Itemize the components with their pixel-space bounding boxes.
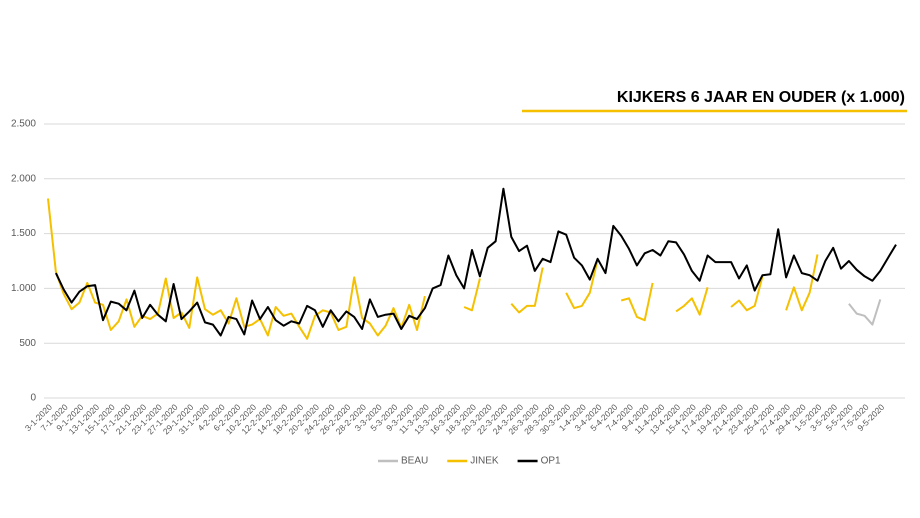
legend-label: OP1	[541, 456, 561, 467]
series-line	[463, 278, 481, 312]
series-line	[510, 267, 544, 314]
series-line	[47, 198, 426, 340]
y-tick-label: 2.500	[11, 119, 36, 130]
y-tick-label: 1.500	[11, 228, 36, 239]
chart-title: KIJKERS 6 JAAR EN OUDER (x 1.000)	[617, 89, 905, 106]
y-tick-label: 500	[19, 338, 36, 349]
y-tick-label: 2.000	[11, 173, 36, 184]
series-line	[565, 259, 599, 310]
y-tick-label: 0	[30, 393, 36, 404]
series-line	[620, 282, 654, 322]
series-line	[675, 287, 709, 316]
series-line	[848, 299, 882, 326]
series-line	[54, 187, 897, 337]
series-line	[730, 276, 764, 312]
legend-label: JINEK	[470, 456, 499, 467]
series-line	[785, 254, 819, 312]
legend-label: BEAU	[401, 456, 428, 467]
y-tick-label: 1.000	[11, 283, 36, 294]
